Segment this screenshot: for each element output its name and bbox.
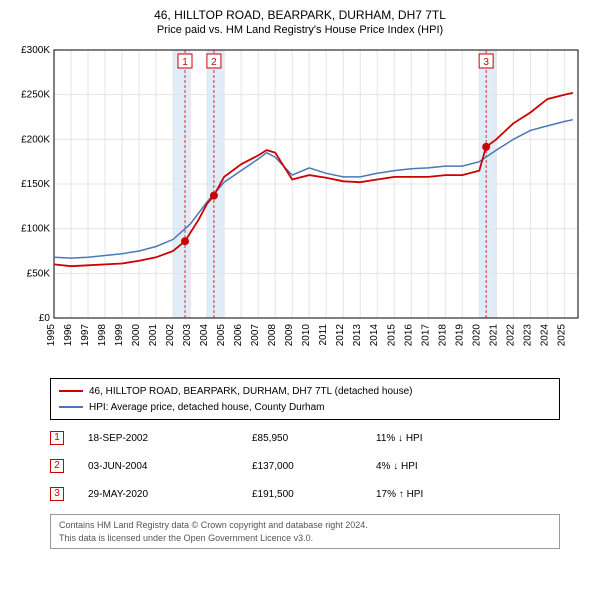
data-attribution: Contains HM Land Registry data © Crown c… xyxy=(50,514,560,549)
sale-date: 03-JUN-2004 xyxy=(88,461,228,472)
svg-text:3: 3 xyxy=(483,57,489,68)
svg-text:£100K: £100K xyxy=(21,224,50,235)
svg-text:2014: 2014 xyxy=(369,324,380,347)
svg-text:2013: 2013 xyxy=(352,324,363,347)
svg-text:2006: 2006 xyxy=(233,324,244,347)
svg-text:2015: 2015 xyxy=(386,324,397,347)
svg-text:1997: 1997 xyxy=(80,324,91,347)
footer-line: Contains HM Land Registry data © Crown c… xyxy=(59,519,551,532)
page-subtitle: Price paid vs. HM Land Registry's House … xyxy=(10,24,590,36)
sales-table: 1 18-SEP-2002 £85,950 11% ↓ HPI 2 03-JUN-2004… xyxy=(50,424,560,508)
sale-hpi-diff: 4% ↓ HPI xyxy=(376,461,476,472)
sale-date: 18-SEP-2002 xyxy=(88,433,228,444)
svg-text:1996: 1996 xyxy=(63,324,74,347)
footer-line: This data is licensed under the Open Gov… xyxy=(59,532,551,545)
svg-text:1998: 1998 xyxy=(97,324,108,347)
chart-legend: 46, HILLTOP ROAD, BEARPARK, DURHAM, DH7 … xyxy=(50,378,560,420)
sale-row: 1 18-SEP-2002 £85,950 11% ↓ HPI xyxy=(50,424,560,452)
sale-hpi-diff: 17% ↑ HPI xyxy=(376,489,476,500)
svg-text:2021: 2021 xyxy=(488,324,499,347)
svg-text:2000: 2000 xyxy=(131,324,142,347)
svg-text:2024: 2024 xyxy=(539,324,550,347)
svg-text:£50K: £50K xyxy=(27,268,51,279)
sale-hpi-diff: 11% ↓ HPI xyxy=(376,433,476,444)
legend-swatch xyxy=(59,390,83,392)
svg-text:2008: 2008 xyxy=(267,324,278,347)
svg-text:£200K: £200K xyxy=(21,134,50,145)
svg-text:£150K: £150K xyxy=(21,179,50,190)
svg-text:2004: 2004 xyxy=(199,324,210,347)
svg-text:£0: £0 xyxy=(39,313,51,324)
svg-text:2018: 2018 xyxy=(437,324,448,347)
svg-text:2025: 2025 xyxy=(556,324,567,347)
svg-text:2011: 2011 xyxy=(318,324,329,346)
svg-text:2017: 2017 xyxy=(420,324,431,347)
svg-text:2001: 2001 xyxy=(148,324,159,347)
svg-text:1: 1 xyxy=(182,57,188,68)
svg-text:2012: 2012 xyxy=(335,324,346,347)
sale-price: £137,000 xyxy=(252,461,352,472)
legend-label: HPI: Average price, detached house, Coun… xyxy=(89,402,325,413)
svg-text:2020: 2020 xyxy=(471,324,482,347)
svg-text:1999: 1999 xyxy=(114,324,125,347)
svg-text:2005: 2005 xyxy=(216,324,227,347)
sale-price: £85,950 xyxy=(252,433,352,444)
legend-item: 46, HILLTOP ROAD, BEARPARK, DURHAM, DH7 … xyxy=(59,383,551,399)
svg-text:2009: 2009 xyxy=(284,324,295,347)
legend-label: 46, HILLTOP ROAD, BEARPARK, DURHAM, DH7 … xyxy=(89,386,412,397)
svg-text:2023: 2023 xyxy=(522,324,533,347)
sale-row: 2 03-JUN-2004 £137,000 4% ↓ HPI xyxy=(50,452,560,480)
svg-text:2: 2 xyxy=(211,57,217,68)
sale-marker-number: 2 xyxy=(50,459,64,473)
svg-text:2019: 2019 xyxy=(454,324,465,347)
svg-text:2022: 2022 xyxy=(505,324,516,347)
svg-text:2003: 2003 xyxy=(182,324,193,347)
svg-text:2002: 2002 xyxy=(165,324,176,347)
sale-row: 3 29-MAY-2020 £191,500 17% ↑ HPI xyxy=(50,480,560,508)
price-chart: £0 £50K £100K £150K £200K £250K £300K 1995 1996 1… xyxy=(10,42,590,372)
svg-text:1995: 1995 xyxy=(46,324,57,347)
svg-text:2007: 2007 xyxy=(250,324,261,347)
page-title: 46, HILLTOP ROAD, BEARPARK, DURHAM, DH7 … xyxy=(10,8,590,22)
legend-item: HPI: Average price, detached house, Coun… xyxy=(59,399,551,415)
svg-text:2016: 2016 xyxy=(403,324,414,347)
svg-text:£250K: £250K xyxy=(21,90,50,101)
sale-price: £191,500 xyxy=(252,489,352,500)
legend-swatch xyxy=(59,406,83,408)
svg-text:2010: 2010 xyxy=(301,324,312,347)
svg-text:£300K: £300K xyxy=(21,45,50,56)
sale-date: 29-MAY-2020 xyxy=(88,489,228,500)
sale-marker-number: 3 xyxy=(50,487,64,501)
sale-marker-number: 1 xyxy=(50,431,64,445)
